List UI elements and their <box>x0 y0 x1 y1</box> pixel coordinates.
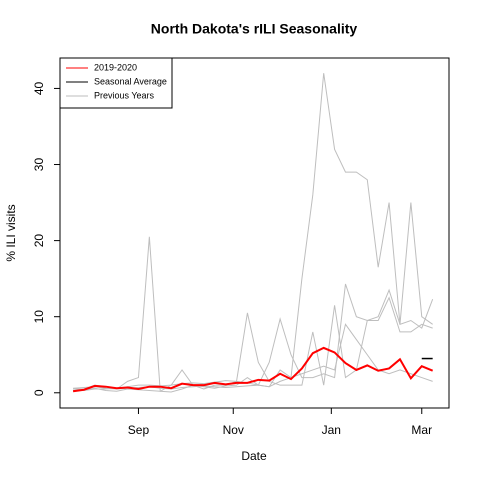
legend-label: Previous Years <box>94 90 155 100</box>
plot-frame <box>59 57 450 409</box>
series-line <box>73 323 433 391</box>
y-tick-label: 40 <box>32 81 46 95</box>
legend-label: Seasonal Average <box>94 76 167 86</box>
x-tick-label: Sep <box>128 423 150 437</box>
x-tick-label: Mar <box>411 423 432 437</box>
legend-label: 2019-2020 <box>94 62 137 72</box>
series-line <box>72 346 434 393</box>
y-tick-label: 10 <box>32 310 46 324</box>
y-tick-label: 0 <box>32 389 46 396</box>
y-tick-label: 30 <box>32 158 46 172</box>
series-line <box>73 73 433 390</box>
x-tick-label: Jan <box>322 423 341 437</box>
legend-box <box>59 57 173 109</box>
series-line <box>73 236 433 393</box>
chart-title: North Dakota's rILI Seasonality <box>151 21 358 37</box>
x-tick-label: Nov <box>223 423 244 437</box>
x-axis-label: Date <box>241 449 267 463</box>
y-tick-label: 20 <box>32 234 46 248</box>
y-axis-label: % ILI visits <box>4 204 18 261</box>
